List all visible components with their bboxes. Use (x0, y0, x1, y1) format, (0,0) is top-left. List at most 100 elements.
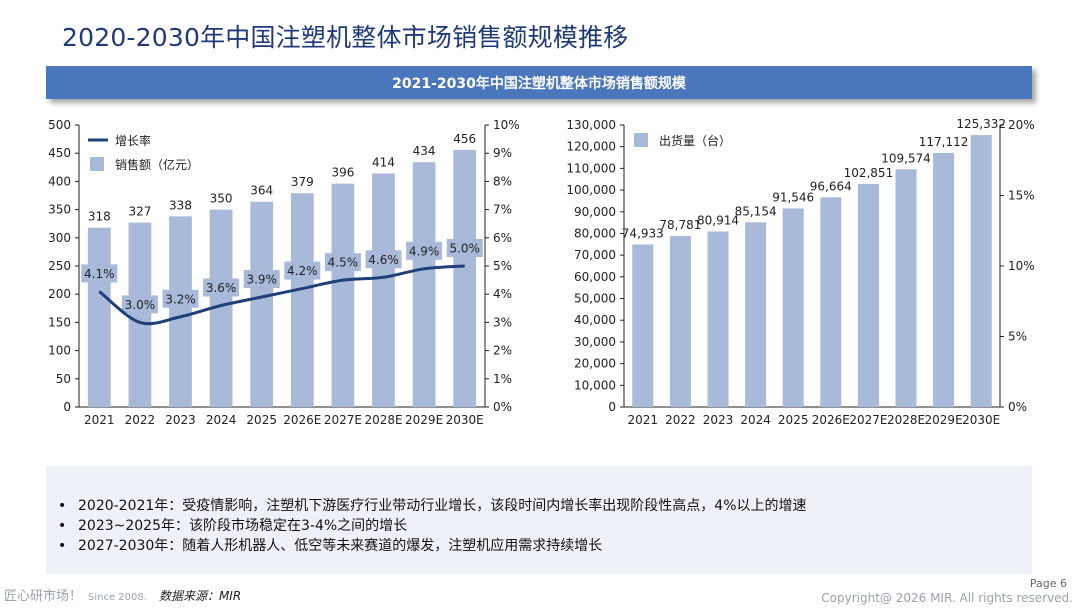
y-tick-label-right: 6% (493, 231, 512, 245)
growth-rate-label: 3.9% (246, 273, 277, 287)
y-tick-label-left: 0 (608, 400, 616, 414)
bar (745, 222, 767, 407)
x-tick-label: 2024 (740, 413, 771, 427)
bar-value-label: 434 (413, 144, 436, 158)
bar-value-label: 102,851 (844, 166, 894, 180)
bar-value-label: 78,781 (659, 218, 701, 232)
bar (669, 236, 691, 407)
x-tick-label: 2028E (364, 413, 402, 427)
y-tick-label-left: 100,000 (566, 183, 616, 197)
footer-left: 匠心研市场！ Since 2008. 数据来源：MIR (4, 585, 241, 604)
growth-rate-line (98, 264, 465, 326)
bar (331, 183, 355, 407)
bar-value-label: 85,154 (735, 204, 777, 218)
growth-label-box (121, 295, 158, 314)
bar-value-label: 125,332 (956, 117, 1006, 131)
y-tick-label-right: 7% (493, 203, 512, 217)
x-tick-label: 2023 (165, 413, 196, 427)
bar (250, 201, 274, 407)
x-tick-label: 2029E (405, 413, 443, 427)
legend-label: 出货量（台） (659, 133, 731, 148)
y-tick-label-right: 3% (493, 315, 512, 329)
bar-value-label: 117,112 (919, 135, 969, 149)
y-tick-label-left: 90,000 (574, 205, 616, 219)
chart-banner: 2021-2030年中国注塑机整体市场销售额规模 (46, 66, 1032, 99)
note-text: 2027-2030年：随着人形机器人、低空等未来赛道的爆发，注塑机应用需求持续增… (78, 538, 603, 554)
y-tick-label-right: 0% (1008, 400, 1027, 414)
growth-label-box (203, 278, 240, 297)
y-tick-label-left: 30,000 (574, 335, 616, 349)
x-tick-label: 2022 (665, 413, 696, 427)
x-tick-label: 2024 (206, 413, 237, 427)
growth-rate-label: 5.0% (449, 242, 480, 256)
bar-value-label: 80,914 (697, 213, 739, 227)
y-tick-label-left: 130,000 (566, 118, 616, 132)
y-tick-label-left: 0 (63, 400, 71, 414)
bar (290, 193, 314, 407)
y-tick-label-right: 5% (493, 259, 512, 273)
bar-value-label: 338 (169, 198, 192, 212)
bar-value-label: 364 (250, 184, 273, 198)
bar (820, 197, 842, 407)
y-tick-label-right: 8% (493, 174, 512, 188)
y-tick-label-left: 350 (48, 203, 71, 217)
brand-slogan: 匠心研市场！ (4, 589, 83, 604)
y-tick-label-right: 15% (1008, 189, 1035, 203)
y-tick-label-right: 10% (1008, 259, 1035, 273)
y-tick-label-right: 1% (493, 372, 512, 386)
y-tick-label-right: 10% (493, 118, 520, 132)
y-tick-label-left: 50,000 (574, 292, 616, 306)
y-tick-label-left: 20,000 (574, 357, 616, 371)
bar (372, 173, 395, 407)
y-tick-label-left: 40,000 (574, 313, 616, 327)
note-item: • 2027-2030年：随着人形机器人、低空等未来赛道的爆发，注塑机应用需求持续… (58, 536, 807, 556)
bar-value-label: 96,664 (810, 179, 852, 193)
y-tick-label-left: 50 (56, 372, 71, 386)
legend-bar-swatch (90, 157, 104, 171)
bar-value-label: 91,546 (772, 190, 814, 204)
x-tick-label: 2028E (887, 413, 925, 427)
bar-value-label: 396 (331, 166, 354, 180)
y-tick-label-left: 500 (48, 118, 71, 132)
note-text: 2023~2025年：该阶段市场稳定在3-4%之间的增长 (78, 518, 408, 534)
x-tick-label: 2027E (849, 413, 887, 427)
x-tick-label: 2029E (925, 413, 963, 427)
bar (128, 222, 152, 407)
bar (632, 244, 654, 407)
growth-rate-label: 4.1% (84, 267, 115, 281)
bar-value-label: 74,933 (622, 226, 664, 240)
y-tick-label-right: 0% (493, 400, 512, 414)
bar (970, 135, 992, 407)
x-tick-label: 2027E (324, 413, 362, 427)
sales-chart: 0 50 100 150 200 250 300 350 400 450 500 0% 1% 2% 3% 4%… (48, 118, 520, 427)
growth-label-box (365, 250, 402, 269)
bar (209, 209, 233, 407)
bar-value-label: 456 (453, 132, 476, 146)
bar-value-label: 379 (291, 175, 314, 189)
growth-label-box (324, 253, 361, 272)
bar (707, 231, 729, 407)
x-tick-label: 2030E (962, 413, 1000, 427)
x-tick-label: 2021 (628, 413, 659, 427)
bar-value-label: 327 (128, 205, 151, 219)
y-tick-label-left: 10,000 (574, 378, 616, 392)
bullet-icon: • (58, 498, 67, 514)
x-tick-label: 2025 (778, 413, 809, 427)
growth-label-box (243, 270, 280, 289)
y-tick-label-left: 110,000 (566, 161, 616, 175)
notes-panel: • 2020-2021年：受疫情影响，注塑机下游医疗行业带动行业增长，该段时间内增… (46, 466, 1032, 574)
bar (895, 169, 917, 407)
bar (169, 216, 192, 407)
y-tick-label-left: 70,000 (574, 248, 616, 262)
growth-rate-label: 3.2% (165, 292, 196, 306)
page-title: 2020-2030年中国注塑机整体市场销售额规模推移 (62, 23, 629, 52)
bar-value-label: 350 (210, 192, 233, 206)
note-text: 2020-2021年：受疫情影响，注塑机下游医疗行业带动行业增长，该段时间内增长… (78, 498, 807, 514)
growth-label-box (81, 264, 118, 283)
x-tick-label: 2026E (812, 413, 850, 427)
growth-label-box (162, 289, 199, 308)
note-item: • 2023~2025年：该阶段市场稳定在3-4%之间的增长 (58, 516, 807, 536)
growth-rate-label: 3.6% (206, 281, 237, 295)
y-tick-label-right: 20% (1008, 118, 1035, 132)
growth-label-box (446, 239, 483, 257)
